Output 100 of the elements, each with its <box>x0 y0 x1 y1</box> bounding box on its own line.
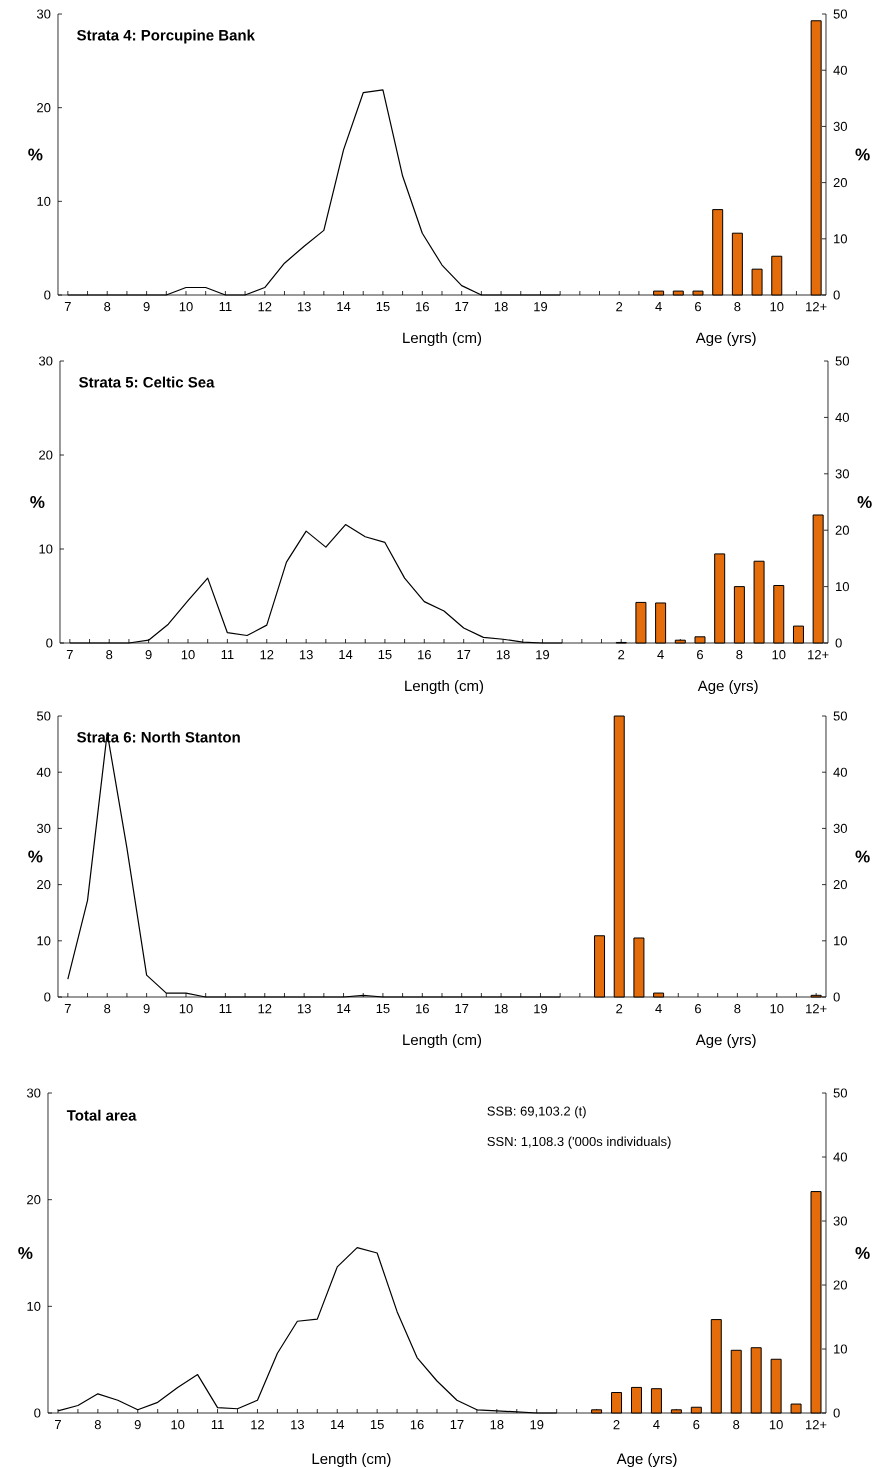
x-tick-label: 19 <box>534 302 548 312</box>
y-tick-label: 0 <box>34 1408 41 1418</box>
y2-tick-label: 50 <box>833 9 847 19</box>
y2-tick-label: 0 <box>833 290 840 300</box>
y2-tick-label: 40 <box>833 767 847 777</box>
y-tick-label: 10 <box>37 936 51 946</box>
x-tick-label: 17 <box>450 1420 464 1430</box>
x-axis-title: Length (cm) <box>405 680 484 695</box>
x-tick-label: 8 <box>734 302 741 312</box>
y2-tick-label: 0 <box>833 1408 840 1418</box>
text: Age (yrs) <box>695 1034 756 1049</box>
y-tick-label: 50 <box>37 711 51 721</box>
x-tick-label: 8 <box>104 1004 111 1014</box>
x-tick-label: 2 <box>616 302 623 312</box>
y-tick-label: 30 <box>36 823 51 834</box>
y-tick-label: 30 <box>38 356 53 366</box>
x-tick-label: 12 <box>260 650 274 660</box>
y-tick-label: 0 <box>44 290 51 300</box>
x-tick-label: 10 <box>181 650 195 660</box>
y2-tick-label: 20 <box>835 525 849 535</box>
x-tick-label: 14 <box>339 650 353 660</box>
x-tick-label: 10 <box>770 1004 784 1014</box>
x-tick-label: 2 <box>616 1004 623 1014</box>
x-tick-label: 18 <box>496 650 510 660</box>
y2-tick-label: 40 <box>833 65 847 75</box>
x-tick-label: 12+ <box>806 1004 827 1014</box>
x-tick-label: 10 <box>171 1420 185 1430</box>
x-tick-label: 17 <box>457 650 471 660</box>
y2-axis-title: % <box>855 1247 870 1259</box>
y-axis-title: % <box>28 850 43 863</box>
y2-tick-label: 10 <box>834 234 847 244</box>
annotation: SSN: 1,108.3 ('000s individuals) <box>487 1136 671 1149</box>
x-tick-label: 7 <box>55 1420 61 1430</box>
x-axis-title: Length (cm) <box>403 1034 482 1049</box>
y2-tick-label: 10 <box>836 582 849 592</box>
x-tick-label: 2 <box>618 650 625 660</box>
x-tick-label: 7 <box>64 1004 71 1014</box>
x-tick-label: 18 <box>494 1004 508 1014</box>
y2-tick-label: 40 <box>833 1152 847 1162</box>
x-tick-label: 9 <box>134 1420 141 1430</box>
x-tick-label: 18 <box>490 1420 504 1430</box>
x-tick-label: 8 <box>104 302 111 312</box>
text: Strata 4: Porcupine Bank <box>77 29 255 44</box>
x-tick-label: 15 <box>376 302 390 312</box>
y-axis-title: % <box>30 496 45 508</box>
x-tick-label: 19 <box>536 650 550 660</box>
x-tick-label: 14 <box>337 1004 351 1014</box>
y2-tick-label: 50 <box>835 356 849 366</box>
x-tick-label: 14 <box>337 302 351 312</box>
y2-tick-label: 20 <box>833 178 847 188</box>
x-tick-label: 19 <box>534 1004 548 1014</box>
y2-axis-title: % <box>855 850 870 863</box>
x-tick-label: 7 <box>64 302 71 312</box>
y2-axis-title: % <box>855 148 870 161</box>
x-tick-label: 9 <box>145 650 152 660</box>
x-tick-label: 8 <box>734 1004 741 1014</box>
x-tick-label: 16 <box>418 650 431 660</box>
x-tick-label: 15 <box>376 1004 390 1014</box>
annotation: SSB: 69,103.2 (t) <box>487 1106 586 1119</box>
x-tick-label: 2 <box>613 1420 620 1430</box>
x-tick-label: 10 <box>772 650 786 660</box>
x-tick-label: 13 <box>299 650 313 660</box>
y-tick-label: 40 <box>36 767 51 777</box>
x-tick-label: 13 <box>291 1420 304 1430</box>
x-tick-label: 6 <box>693 1420 700 1430</box>
x-tick-label: 4 <box>653 1420 660 1430</box>
x-tick-label: 11 <box>211 1420 224 1430</box>
y2-tick-label: 40 <box>835 412 849 423</box>
y-tick-label: 10 <box>39 544 53 554</box>
x-tick-label: 10 <box>179 1004 193 1014</box>
y2-tick-label: 10 <box>834 1344 847 1354</box>
x-axis-title: Length (cm) <box>312 1453 391 1468</box>
x-tick-label: 16 <box>416 302 429 312</box>
x-tick-label: 4 <box>655 302 662 312</box>
x-tick-label: 15 <box>370 1420 384 1430</box>
y2-axis-title: % <box>857 496 872 508</box>
y-tick-label: 30 <box>26 1088 41 1098</box>
y2-tick-label: 50 <box>833 711 847 721</box>
y-tick-label: 10 <box>37 196 51 206</box>
y-tick-label: 0 <box>46 638 53 648</box>
y2-tick-label: 30 <box>835 469 849 479</box>
y2-tick-label: 10 <box>834 936 847 946</box>
y-tick-label: 10 <box>27 1301 41 1311</box>
y2-tick-label: 20 <box>833 1280 847 1290</box>
y-tick-label: 0 <box>44 992 51 1002</box>
y-axis-title: % <box>28 148 43 161</box>
text: Age (yrs) <box>697 680 758 695</box>
x-tick-label: 17 <box>455 1004 469 1014</box>
x-tick-label: 8 <box>736 650 743 660</box>
x-tick-label: 6 <box>697 650 704 660</box>
x-tick-label: 10 <box>179 302 193 312</box>
x-tick-label: 6 <box>695 1004 702 1014</box>
x-tick-label: 10 <box>770 302 784 312</box>
x-tick-label: 8 <box>106 650 113 660</box>
x-tick-label: 12 <box>251 1420 265 1430</box>
y2-tick-label: 30 <box>833 1216 847 1226</box>
text: Total area <box>66 1109 137 1121</box>
y2-tick-label: 0 <box>833 992 840 1002</box>
y-axis-title: % <box>18 1247 33 1259</box>
x-tick-label: 16 <box>410 1420 424 1430</box>
